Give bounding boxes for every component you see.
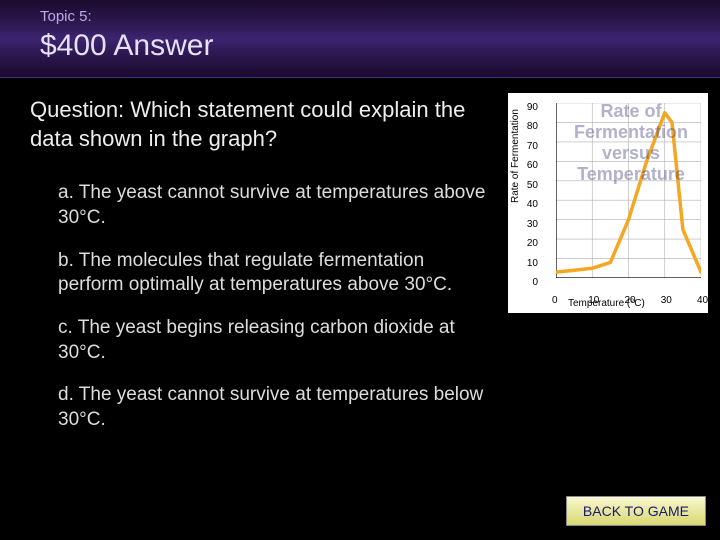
option-d[interactable]: d. The yeast cannot survive at temperatu… [58, 383, 488, 432]
option-b[interactable]: b. The molecules that regulate fermentat… [58, 249, 488, 298]
back-to-game-button[interactable]: BACK TO GAME [566, 496, 706, 526]
content-area: Question: Which statement could explain … [0, 78, 720, 528]
option-a[interactable]: a. The yeast cannot survive at temperatu… [58, 181, 488, 230]
options-list: a. The yeast cannot survive at temperatu… [58, 181, 488, 433]
header: Topic 5: $400 Answer [0, 0, 720, 78]
question-text: Question: Which statement could explain … [30, 96, 510, 153]
option-c[interactable]: c. The yeast begins releasing carbon dio… [58, 316, 488, 365]
chart-y-axis-label: Rate of Fermentation [510, 109, 521, 203]
topic-label: Topic 5: [40, 8, 680, 25]
chart-title: Rate of Fermentation versus Temperature [566, 101, 696, 185]
answer-title: $400 Answer [40, 29, 680, 63]
chart-container: Rate of Fermentation versus Temperature … [508, 93, 708, 313]
